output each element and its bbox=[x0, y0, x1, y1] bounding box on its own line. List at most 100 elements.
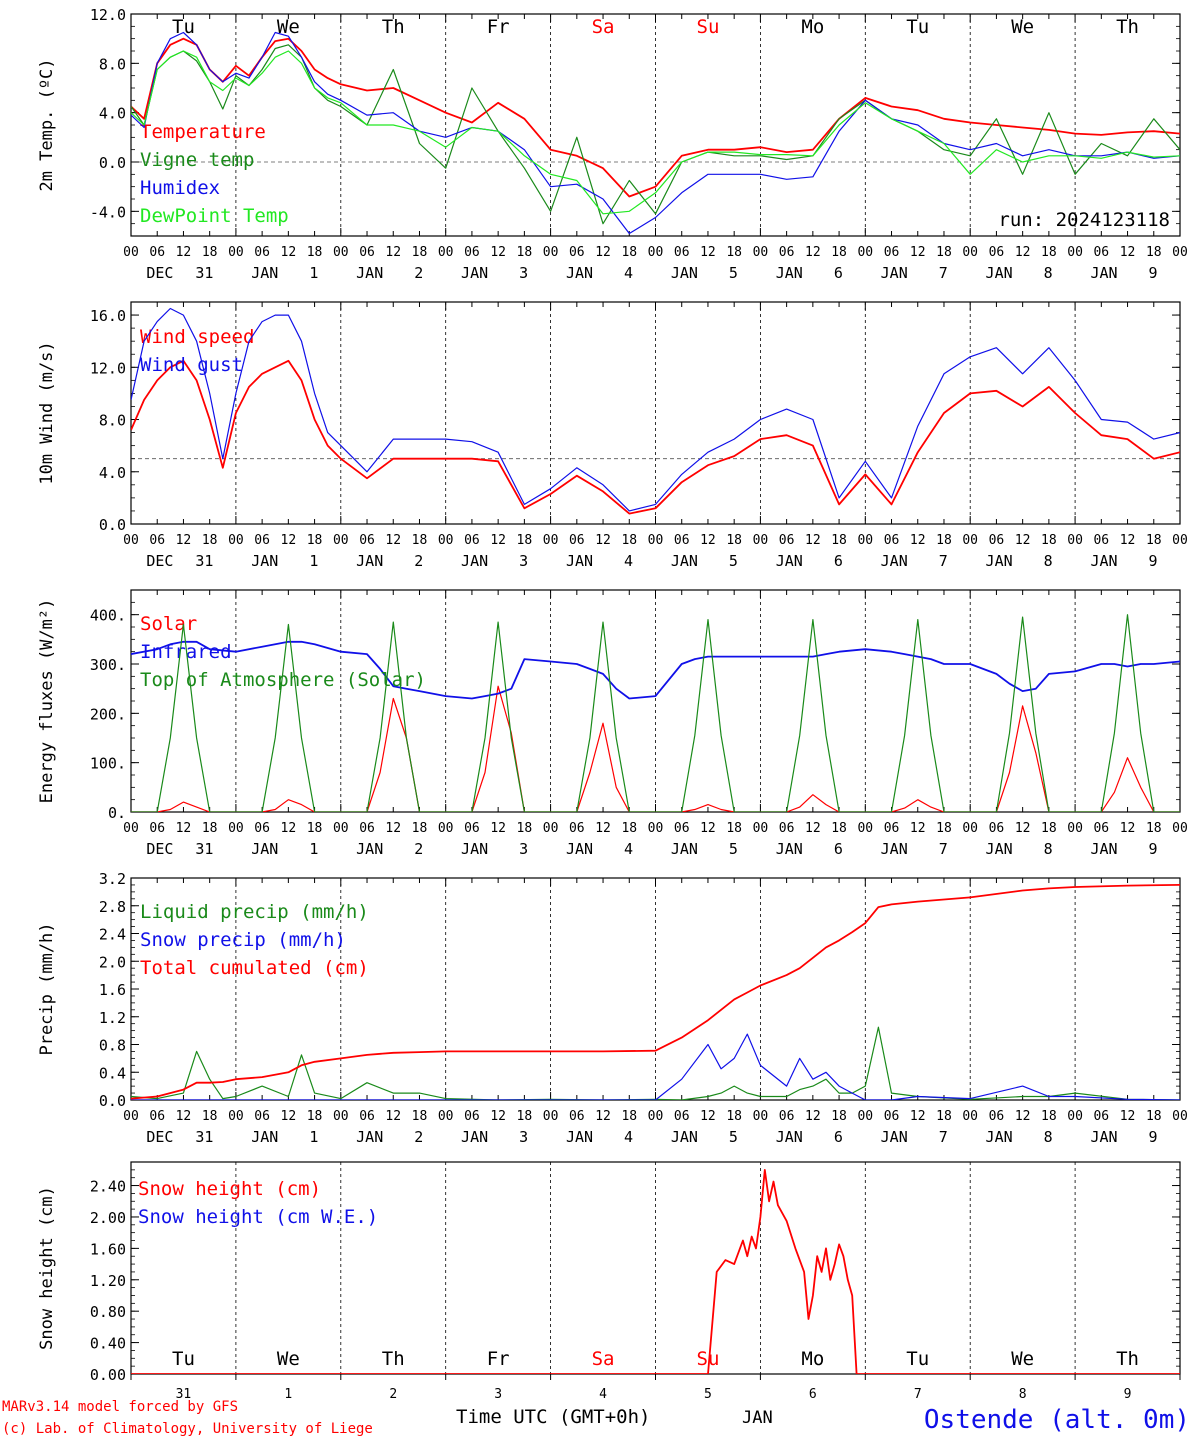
hour-tick-label: 12 bbox=[700, 533, 716, 548]
hour-tick-label: 12 bbox=[385, 533, 401, 548]
legend-entry: Infrared bbox=[140, 641, 232, 663]
hour-tick-label: 12 bbox=[700, 1109, 716, 1124]
date-day-label: 1 bbox=[309, 552, 318, 570]
hour-tick-label: 00 bbox=[857, 245, 873, 260]
y-tick-label: 8.0 bbox=[99, 55, 126, 73]
date-day-label: 2 bbox=[414, 552, 423, 570]
hour-tick-label: 00 bbox=[543, 245, 559, 260]
bottom-day-label: 8 bbox=[1019, 1387, 1027, 1402]
hour-tick-label: 06 bbox=[464, 533, 480, 548]
y-tick-label: 200. bbox=[90, 705, 126, 723]
lab-credit: (c) Lab. of Climatology, University of L… bbox=[2, 1421, 373, 1437]
y-tick-label: 0.80 bbox=[90, 1303, 126, 1321]
hour-tick-label: 06 bbox=[254, 821, 270, 836]
hour-tick-label: 06 bbox=[359, 1109, 375, 1124]
hour-tick-label: 00 bbox=[333, 245, 349, 260]
hour-tick-label: 00 bbox=[648, 1109, 664, 1124]
hour-tick-label: 18 bbox=[412, 533, 428, 548]
hour-tick-label: 06 bbox=[884, 533, 900, 548]
legend-entry: Snow precip (mm/h) bbox=[140, 929, 346, 951]
date-month-label: DEC bbox=[146, 1128, 173, 1146]
series-line-1 bbox=[131, 37, 1180, 198]
day-name-label: Mo bbox=[801, 16, 824, 38]
hour-tick-label: 00 bbox=[228, 821, 244, 836]
bottom-day-label: 2 bbox=[389, 1387, 397, 1402]
hour-tick-label: 12 bbox=[595, 245, 611, 260]
hour-tick-label: 18 bbox=[831, 821, 847, 836]
hour-tick-label: 18 bbox=[1041, 1109, 1057, 1124]
legend-entry: Snow height (cm) bbox=[138, 1178, 321, 1200]
hour-tick-label: 18 bbox=[1041, 533, 1057, 548]
hour-tick-label: 06 bbox=[569, 1109, 585, 1124]
hour-tick-label: 06 bbox=[1093, 821, 1109, 836]
y-axis-label: 2m Temp. (ºC) bbox=[37, 58, 57, 191]
hour-tick-label: 18 bbox=[517, 1109, 533, 1124]
date-day-label: 4 bbox=[624, 264, 633, 282]
y-tick-label: 2.4 bbox=[99, 926, 126, 944]
date-day-label: 8 bbox=[1044, 552, 1053, 570]
y-tick-label: 0.40 bbox=[90, 1335, 126, 1353]
date-day-label: 9 bbox=[1149, 552, 1158, 570]
date-day-label: 1 bbox=[309, 840, 318, 858]
date-month-label: JAN bbox=[566, 1128, 593, 1146]
date-day-label: 4 bbox=[624, 840, 633, 858]
y-axis-label: Precip (mm/h) bbox=[37, 922, 57, 1055]
hour-tick-label: 18 bbox=[517, 821, 533, 836]
y-tick-label: 12.0 bbox=[90, 359, 126, 377]
hour-tick-label: 00 bbox=[857, 533, 873, 548]
hour-tick-label: 06 bbox=[884, 1109, 900, 1124]
date-month-label: JAN bbox=[356, 264, 383, 282]
y-tick-label: 0. bbox=[108, 804, 126, 822]
date-day-label: 5 bbox=[729, 1128, 738, 1146]
hour-tick-label: 06 bbox=[779, 1109, 795, 1124]
date-day-label: 1 bbox=[309, 264, 318, 282]
hour-tick-label: 18 bbox=[1146, 245, 1162, 260]
date-day-label: 6 bbox=[834, 264, 843, 282]
bottom-day-label: 31 bbox=[176, 1387, 192, 1402]
hour-tick-label: 06 bbox=[149, 1109, 165, 1124]
y-tick-label: 0.8 bbox=[99, 1037, 126, 1055]
hour-tick-label: 00 bbox=[648, 533, 664, 548]
y-tick-label: 8.0 bbox=[99, 412, 126, 430]
y-axis-label: Energy fluxes (W/m²) bbox=[37, 599, 57, 804]
hour-tick-label: 18 bbox=[726, 1109, 742, 1124]
hour-tick-label: 12 bbox=[805, 533, 821, 548]
y-tick-label: 2.40 bbox=[90, 1178, 126, 1196]
bottom-day-label: 7 bbox=[914, 1387, 922, 1402]
hour-tick-label: 12 bbox=[281, 533, 297, 548]
date-day-label: 9 bbox=[1149, 264, 1158, 282]
date-day-label: 31 bbox=[195, 552, 213, 570]
day-name-label: Fr bbox=[487, 16, 510, 38]
hour-tick-label: 18 bbox=[621, 533, 637, 548]
hour-tick-label: 00 bbox=[648, 245, 664, 260]
hour-tick-label: 12 bbox=[176, 1109, 192, 1124]
hour-tick-label: 12 bbox=[1120, 1109, 1136, 1124]
panel-3: 0. 100. 200. 300. 400. Energy fluxes (W/m²) 00… bbox=[37, 589, 1188, 858]
date-month-label: JAN bbox=[671, 264, 698, 282]
date-month-label: JAN bbox=[251, 840, 278, 858]
hour-tick-label: 00 bbox=[438, 245, 454, 260]
date-day-label: 7 bbox=[939, 840, 948, 858]
hour-tick-label: 00 bbox=[648, 821, 664, 836]
series-line-3 bbox=[131, 31, 1180, 235]
date-day-label: 2 bbox=[414, 264, 423, 282]
hour-tick-label: 00 bbox=[438, 821, 454, 836]
day-name-label: Su bbox=[697, 1348, 720, 1370]
series-line-3 bbox=[131, 614, 1180, 812]
hour-tick-label: 12 bbox=[490, 245, 506, 260]
panel-1: -4.00.04.08.012.02m Temp. (ºC)00 06 12 18 00… bbox=[37, 6, 1188, 282]
hour-tick-label: 00 bbox=[1067, 533, 1083, 548]
legend-entry: Liquid precip (mm/h) bbox=[140, 901, 369, 923]
date-month-label: JAN bbox=[461, 552, 488, 570]
hour-tick-label: 12 bbox=[595, 821, 611, 836]
hour-tick-label: 12 bbox=[281, 245, 297, 260]
hour-tick-label: 00 bbox=[123, 245, 139, 260]
hour-tick-label: 00 bbox=[438, 533, 454, 548]
date-month-label: DEC bbox=[146, 552, 173, 570]
hour-tick-label: 00 bbox=[333, 533, 349, 548]
day-name-label: Th bbox=[1116, 1348, 1139, 1370]
date-month-label: JAN bbox=[881, 840, 908, 858]
hour-tick-label: 12 bbox=[910, 533, 926, 548]
hour-tick-label: 12 bbox=[490, 821, 506, 836]
hour-tick-label: 12 bbox=[805, 1109, 821, 1124]
